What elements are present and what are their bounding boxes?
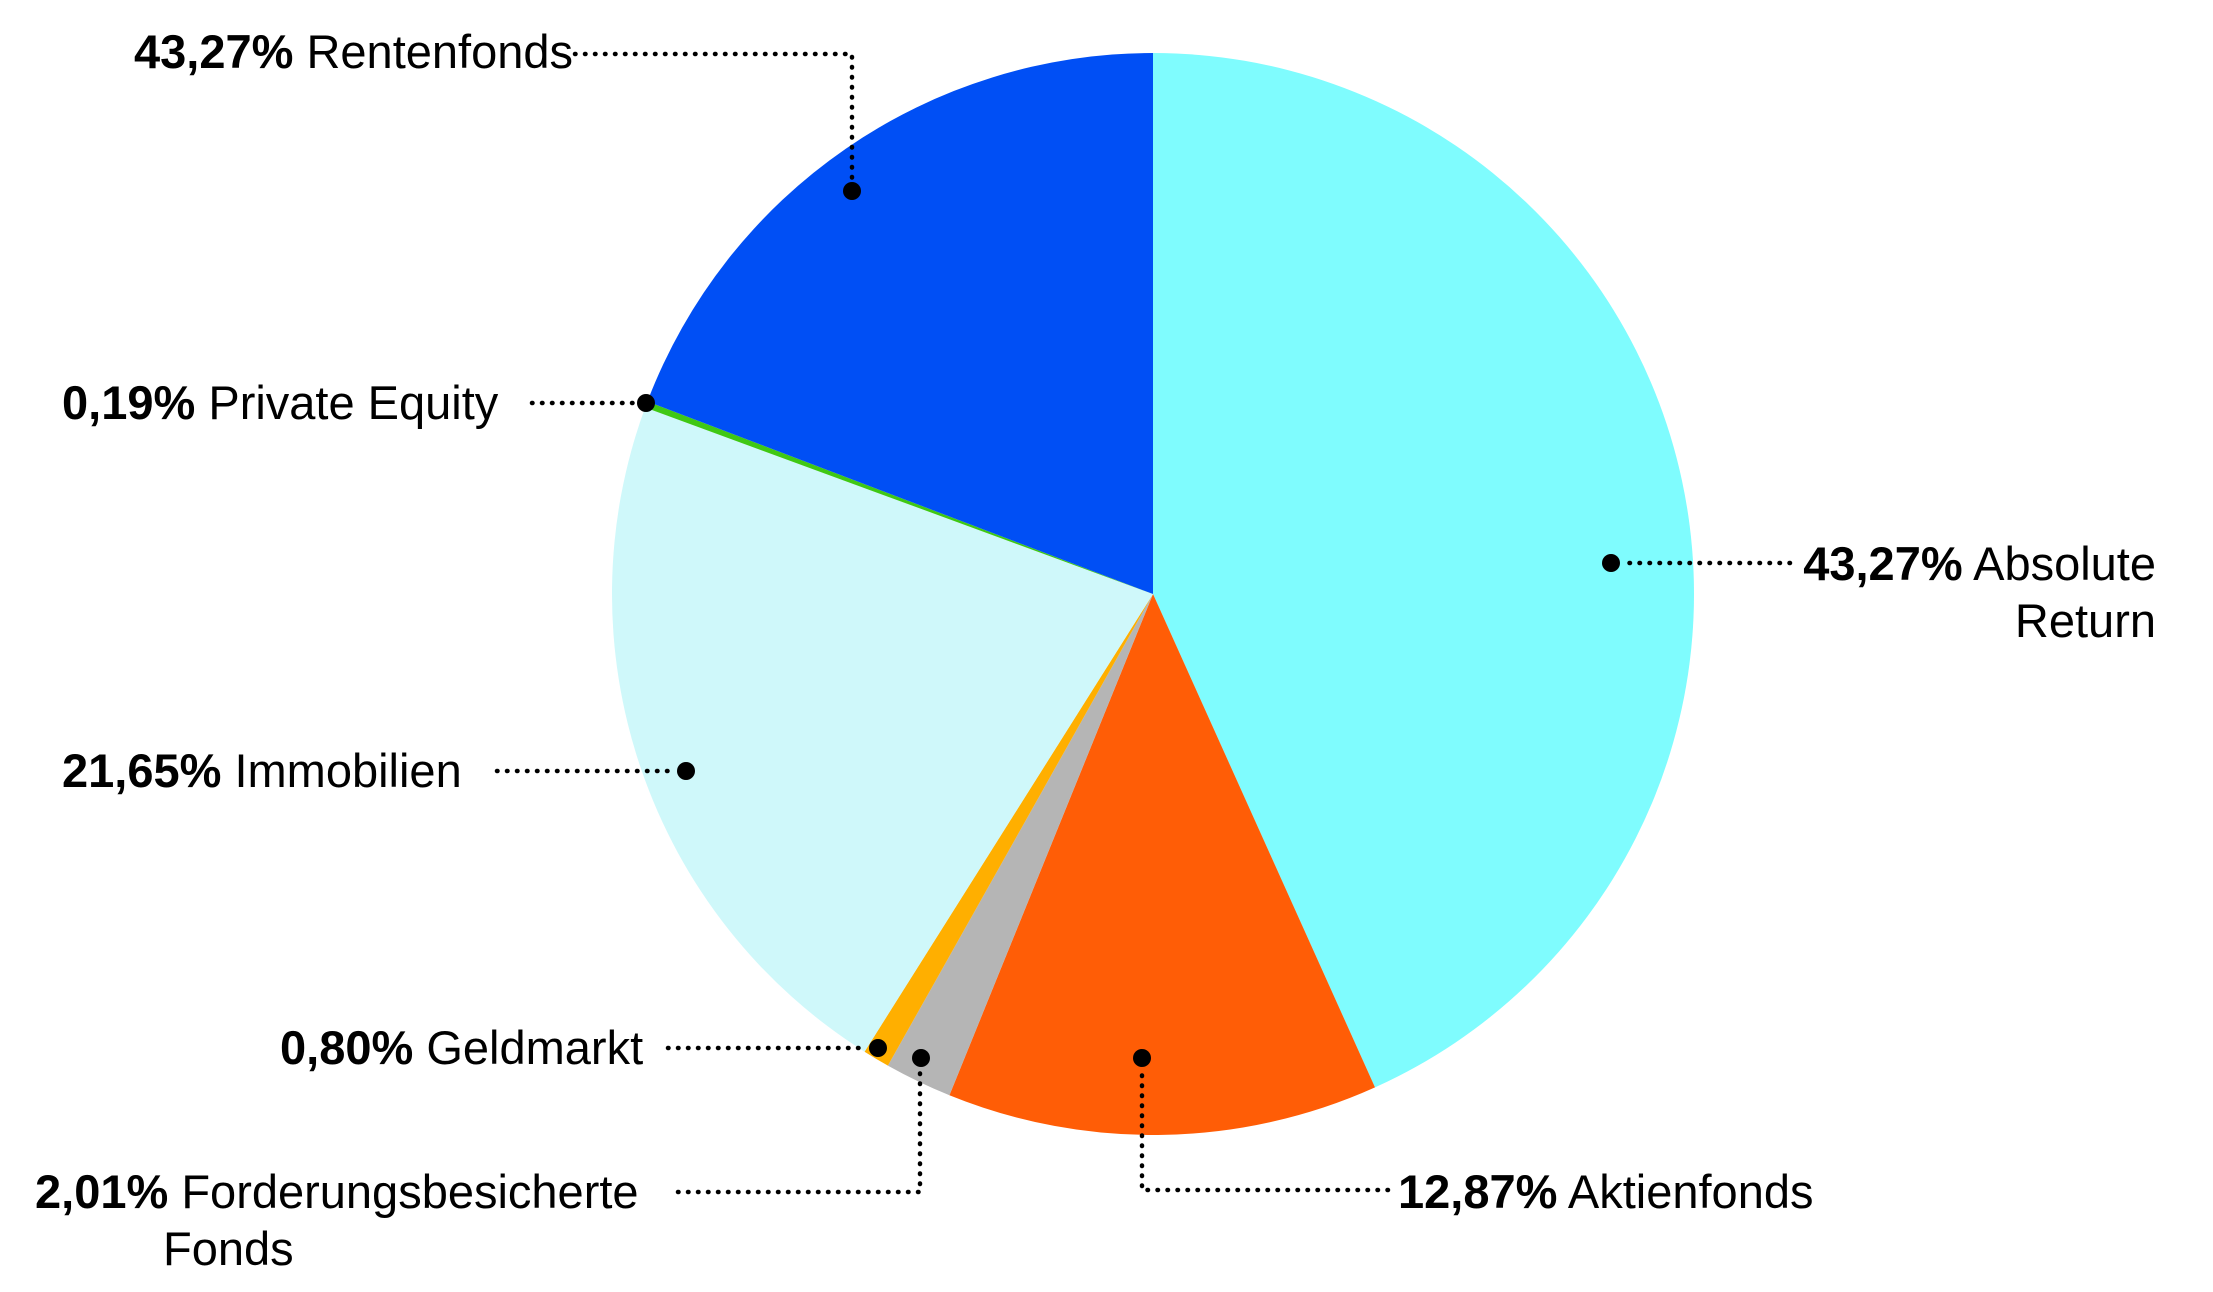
callout-private-equity-name: Private Equity: [208, 376, 499, 429]
callout-private-equity-percent: 0,19%: [62, 376, 196, 429]
pie-slice-geldmarkt: [864, 594, 1153, 1066]
callout-absolute-return-line1: 43,27% Absolute: [1786, 535, 2156, 592]
callout-immobilien-name: Immobilien: [234, 744, 462, 797]
pie-slice-immobilien: [611, 407, 1153, 1052]
callout-absolute-return-name-line1: Absolute: [1973, 537, 2156, 590]
callout-aktienfonds: 12,87% Aktienfonds: [1398, 1163, 1813, 1220]
callout-rentenfonds: 43,27% Rentenfonds: [134, 23, 573, 80]
leader-dot-rentenfonds: [843, 182, 861, 200]
pie-slice-rentenfonds: [647, 53, 1153, 594]
leader-dot-absolute-return: [1602, 554, 1620, 572]
callout-absolute-return-line2: Return: [1786, 592, 2156, 649]
callout-forderungsbesicherte-percent: 2,01%: [35, 1165, 169, 1218]
callout-aktienfonds-percent: 12,87%: [1398, 1165, 1558, 1218]
leader-dot-aktienfonds: [1133, 1049, 1151, 1067]
leader-dot-immobilien: [677, 762, 695, 780]
leader-dot-private-equity: [637, 394, 655, 412]
callout-rentenfonds-percent: 43,27%: [134, 25, 294, 78]
callout-geldmarkt-percent: 0,80%: [280, 1021, 414, 1074]
callout-forderungsbesicherte-line2: Fonds: [35, 1220, 639, 1277]
pie-slice-absolute-return: [1153, 53, 1695, 1088]
callout-forderungsbesicherte-name-line1: Forderungsbesicherte: [181, 1165, 639, 1218]
callout-immobilien-percent: 21,65%: [62, 744, 222, 797]
callout-geldmarkt: 0,80% Geldmarkt: [280, 1019, 643, 1076]
leader-line-forderungsbesicherte: [675, 1069, 923, 1195]
leader-line-rentenfonds: [572, 51, 855, 181]
callout-geldmarkt-name: Geldmarkt: [426, 1021, 644, 1074]
leader-line-aktienfonds: [1139, 1069, 1391, 1193]
pie-slice-private-equity: [645, 401, 1153, 594]
pie-slice-forderungsbesicherte-fonds: [887, 594, 1153, 1096]
callout-absolute-return-name-line2: Return: [2014, 594, 2156, 647]
leader-dot-forderungsbesicherte: [912, 1049, 930, 1067]
callout-aktienfonds-name: Aktienfonds: [1567, 1165, 1814, 1218]
callout-absolute-return-percent: 43,27%: [1803, 537, 1963, 590]
callout-rentenfonds-name: Rentenfonds: [306, 25, 574, 78]
callout-forderungsbesicherte-name-line2: Fonds: [163, 1222, 294, 1275]
callout-immobilien: 21,65% Immobilien: [62, 742, 462, 799]
callout-private-equity: 0,19% Private Equity: [62, 374, 498, 431]
callout-forderungsbesicherte-line1: 2,01% Forderungsbesicherte: [35, 1163, 639, 1220]
leader-dot-geldmarkt: [869, 1039, 887, 1057]
callout-absolute-return: 43,27% Absolute Return: [1786, 535, 2156, 649]
callout-forderungsbesicherte: 2,01% Forderungsbesicherte Fonds: [35, 1163, 639, 1277]
pie-slice-aktienfonds: [949, 594, 1376, 1136]
